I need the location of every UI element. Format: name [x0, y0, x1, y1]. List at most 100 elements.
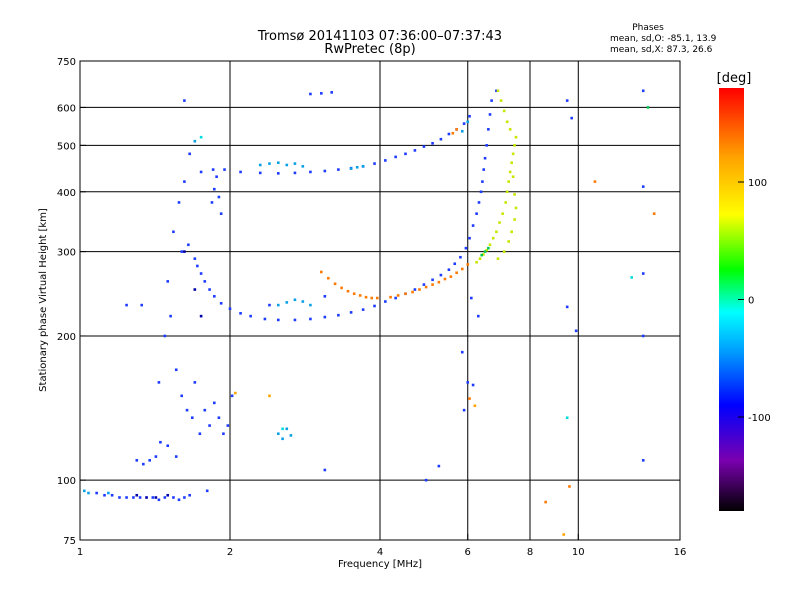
data-point [478, 257, 482, 260]
data-point [208, 424, 211, 427]
data-point [630, 276, 634, 279]
x-tick-label: 4 [377, 547, 383, 558]
data-point [404, 292, 407, 296]
data-point [340, 286, 343, 290]
data-point [483, 156, 487, 160]
data-point [219, 212, 223, 215]
data-point [203, 280, 207, 283]
data-point [95, 491, 98, 495]
data-point [199, 314, 203, 318]
data-point [199, 272, 203, 275]
data-point [358, 294, 362, 297]
data-point [508, 128, 512, 131]
data-point [364, 295, 368, 299]
data-point [180, 394, 184, 398]
data-point [157, 498, 161, 502]
data-point [151, 496, 155, 499]
data-point [163, 334, 167, 338]
data-point [568, 485, 571, 488]
data-point [437, 280, 441, 284]
data-point [641, 185, 645, 188]
colorbar-tick-label: -100 [748, 413, 771, 424]
data-point [470, 296, 473, 300]
data-point [230, 394, 234, 398]
data-point [159, 440, 162, 444]
data-point [475, 260, 478, 264]
data-point [276, 318, 280, 322]
data-point [514, 206, 518, 210]
data-point [460, 350, 464, 354]
data-point [439, 137, 443, 141]
data-point [188, 493, 191, 497]
data-point [422, 145, 426, 148]
data-point [166, 444, 170, 448]
data-point [337, 313, 340, 317]
data-point [268, 394, 271, 398]
data-point [501, 212, 504, 215]
data-point [431, 278, 434, 282]
data-point [320, 270, 323, 274]
x-tick-label: 2 [227, 547, 233, 558]
data-point [481, 180, 484, 183]
data-point [148, 459, 151, 462]
data-point [208, 288, 211, 291]
data-points [82, 89, 656, 536]
data-point [135, 493, 139, 497]
data-point [166, 280, 170, 283]
data-point [404, 152, 407, 156]
data-point [293, 171, 297, 175]
data-point [373, 304, 376, 308]
data-point [468, 114, 471, 118]
data-point [496, 257, 500, 260]
data-point [459, 255, 462, 259]
data-point [138, 496, 142, 499]
data-point [447, 268, 451, 272]
data-point [285, 427, 289, 431]
data-point [394, 155, 397, 159]
data-point [333, 282, 337, 286]
data-point [477, 201, 481, 204]
data-point [482, 168, 486, 171]
data-point [424, 285, 428, 289]
data-point [389, 295, 392, 299]
data-point [468, 236, 471, 240]
data-point [565, 99, 569, 102]
data-point [349, 167, 353, 170]
data-point [154, 455, 158, 458]
data-point [132, 496, 135, 499]
grid-lines [80, 61, 680, 540]
data-point [488, 243, 492, 247]
data-point [507, 180, 510, 183]
data-point [473, 404, 477, 408]
data-point [219, 302, 223, 305]
data-point [422, 283, 426, 286]
data-point [142, 462, 145, 466]
data-point [145, 496, 148, 499]
data-point [483, 250, 487, 253]
data-point [570, 116, 573, 120]
data-point [437, 464, 441, 468]
data-point [431, 283, 434, 286]
data-point [355, 165, 359, 169]
data-point [285, 301, 289, 304]
data-point [103, 493, 106, 497]
data-point [183, 180, 186, 183]
data-point [258, 171, 262, 175]
data-point [193, 139, 197, 143]
data-point [213, 187, 216, 191]
data-point [183, 250, 186, 253]
data-point [544, 500, 547, 504]
data-point [249, 314, 252, 318]
data-point [495, 230, 498, 234]
data-point [210, 201, 214, 204]
data-point [309, 170, 312, 174]
data-point [384, 300, 387, 303]
data-point [289, 434, 293, 437]
x-tick-label: 6 [465, 547, 471, 558]
data-point [443, 277, 447, 281]
data-point [177, 201, 181, 204]
data-point [193, 381, 197, 384]
data-point [496, 89, 500, 93]
data-point [510, 230, 513, 234]
